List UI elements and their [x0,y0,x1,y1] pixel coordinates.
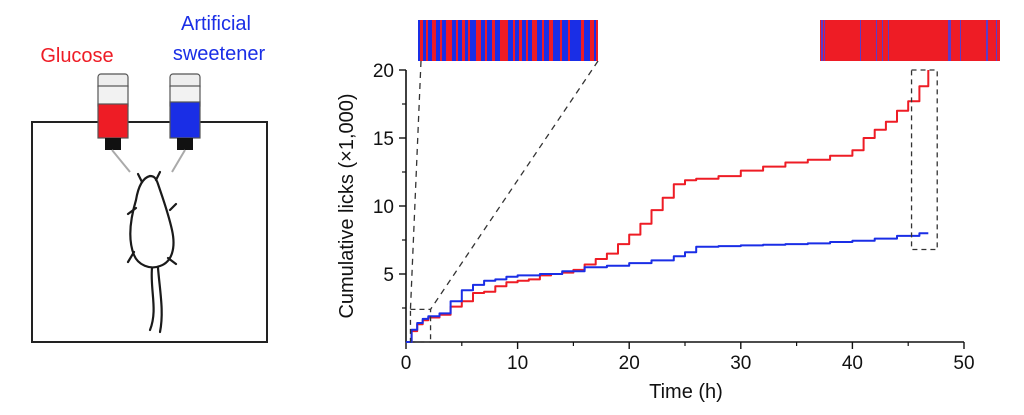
x-tick-label: 50 [953,353,974,374]
raster-early-stripe [513,20,515,61]
raster-early-stripe [432,20,436,61]
raster-late-stripe [960,20,961,61]
chart-series [406,70,930,343]
glucose-label: Glucose [40,45,113,67]
x-tick-label: 30 [730,353,751,374]
zoom-box-early [409,308,432,343]
raster-late-stripe [888,20,889,61]
raster-late-background [820,20,1000,61]
raster-early-stripe [468,20,470,61]
x-tick-label: 20 [619,353,640,374]
raster-late-stripe [824,20,825,61]
y-tick-label: 5 [383,265,394,286]
raster-early-stripe [542,20,544,61]
raster-late-stripe [996,20,997,61]
chart: 0 10 20 30 40 50 5 10 15 20 Time (h) Cumulative l… [336,20,1000,403]
raster-early-stripe [440,20,442,61]
raster-early-stripe [519,20,522,61]
raster-early-stripe [532,20,537,61]
y-tick-label: 15 [373,129,394,150]
raster-early-stripe [549,20,553,61]
raster-early-stripe [456,20,458,61]
raster-early-stripe [446,20,452,61]
raster-early-stripe [596,20,598,61]
raster-early-stripe [568,20,570,61]
raster-late-stripe [821,20,823,61]
raster-late-stripe [948,20,951,61]
raster-late-stripe [860,20,861,61]
mouse-icon [126,170,178,334]
zoom-box-late [910,69,938,251]
experiment-illustration: Glucose Artificial sweetener [31,13,268,343]
raster-early-stripe [526,20,528,61]
zoom-connector [430,60,599,310]
sweetener-bottle-icon [169,73,201,173]
zoom-annotations [409,60,938,343]
raster-early-stripe [500,20,508,61]
raster-early-stripe [426,20,428,61]
raster-early-stripe [476,20,481,61]
x-tick-label: 40 [842,353,863,374]
series-line-sweetener [406,232,929,343]
raster-early-stripe [462,20,465,61]
raster-early-stripe [420,20,423,61]
lick-raster-bars [418,20,1000,61]
raster-early-stripe [485,20,487,61]
y-tick-label: 10 [373,197,394,218]
chart-ticks: 0 10 20 30 40 50 5 10 15 20 [373,61,975,374]
raster-early-stripe [581,20,584,61]
x-axis-label: Time (h) [649,381,723,403]
x-tick-label: 0 [401,353,412,374]
sweetener-label-line1: Artificial [181,13,251,35]
sweetener-label-line2: sweetener [173,43,266,65]
chart-axes [405,70,964,343]
glucose-bottle-icon [97,73,131,173]
y-axis-label: Cumulative licks (×1,000) [336,93,358,318]
raster-late-stripe [986,20,988,61]
raster-early-stripe [590,20,594,61]
raster-early-stripe [492,20,495,61]
raster-late-stripe [882,20,883,61]
raster-early-stripe [560,20,562,61]
x-tick-label: 10 [507,353,528,374]
zoom-connector [409,60,422,310]
raster-late-stripe [876,20,877,61]
cage-box [31,121,268,343]
y-tick-label: 20 [373,61,394,82]
series-line-glucose [406,70,930,343]
